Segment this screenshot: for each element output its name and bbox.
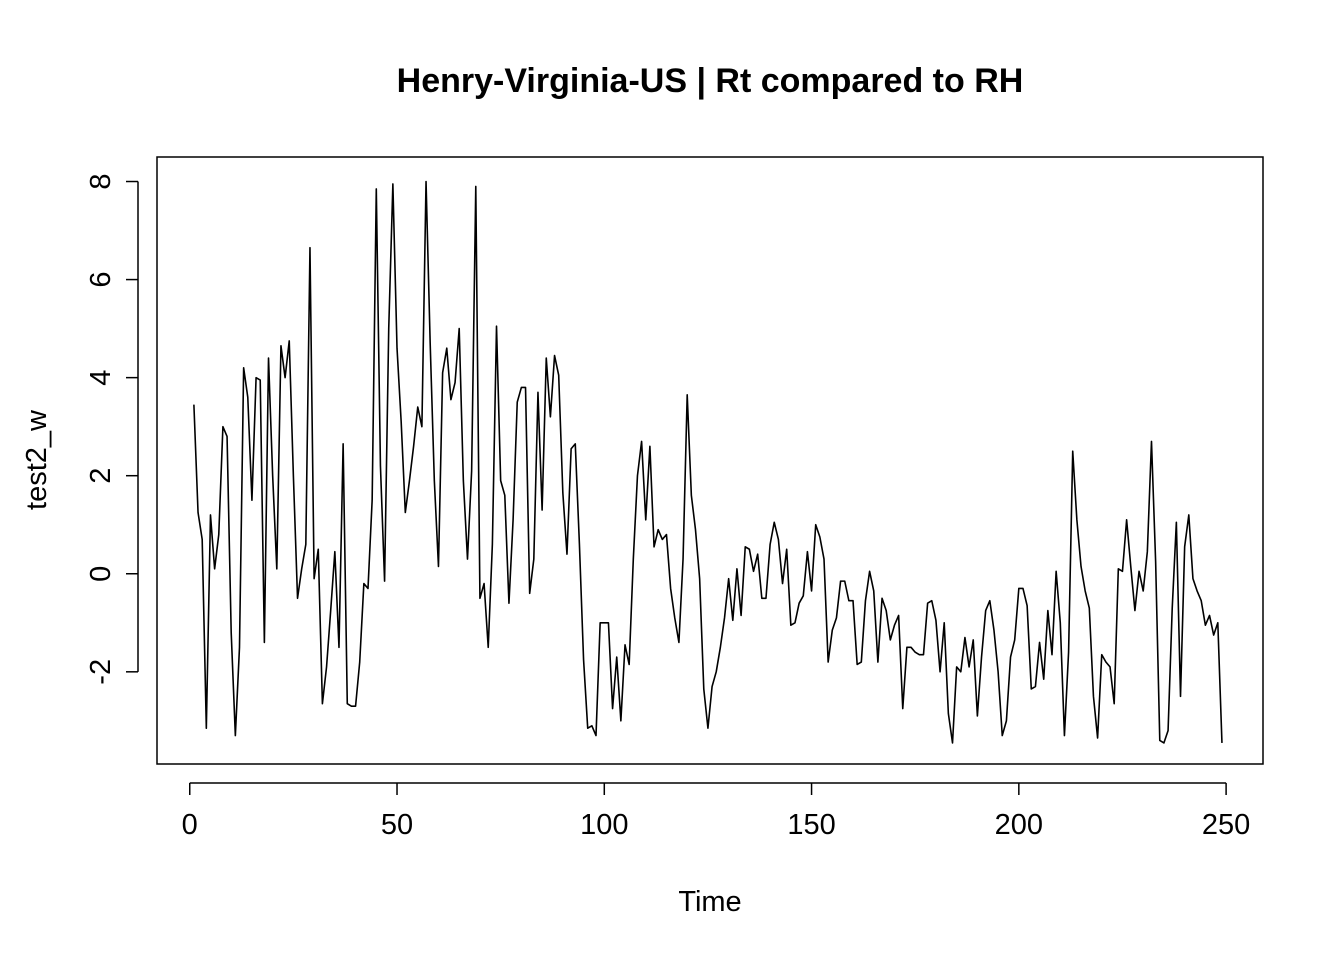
x-axis: 0 50 100 150 200 250 (182, 782, 1250, 841)
x-tick-label: 250 (1202, 809, 1250, 841)
chart-title: Henry-Virginia-US | Rt compared to RH (397, 62, 1024, 100)
x-axis-label: Time (678, 886, 741, 918)
x-tick-label: 100 (580, 809, 628, 841)
y-tick-label: 2 (85, 468, 117, 484)
x-tick-label: 0 (182, 809, 198, 841)
y-tick-label: 8 (85, 173, 117, 189)
y-tick-label: -2 (85, 659, 117, 685)
x-tick-label: 150 (787, 809, 835, 841)
y-tick-label: 6 (85, 272, 117, 288)
y-tick-label: 0 (85, 566, 117, 582)
y-axis-label: test2_w (21, 409, 53, 510)
y-axis: -2 0 2 4 6 8 (85, 173, 139, 685)
series-line (193, 180, 1223, 744)
x-tick-label: 50 (381, 809, 413, 841)
x-tick-label: 200 (995, 809, 1043, 841)
plot-box (156, 156, 1264, 765)
y-tick-label: 4 (85, 370, 117, 386)
